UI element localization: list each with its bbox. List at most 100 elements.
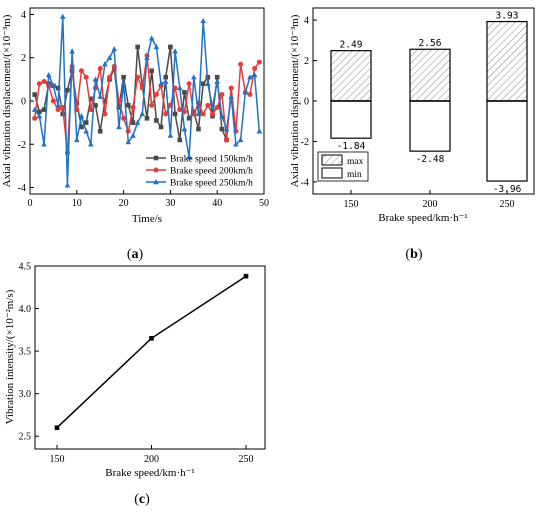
chart-a-series-1-point <box>41 79 47 85</box>
chart-a-series-1-point <box>200 111 206 117</box>
chart-b-data-label-max: 3.93 <box>496 11 519 22</box>
panel-b-letter: b <box>410 247 418 262</box>
chart-a-series-2-point <box>148 35 155 41</box>
chart-a-series-1-point <box>32 115 38 121</box>
chart-b-data-label-max: 2.49 <box>340 40 363 51</box>
chart-a-legend: Brake speed 150km/h Brake speed 200km/h Br… <box>146 155 253 189</box>
chart-c-xtick-label: 250 <box>239 454 254 465</box>
chart-a-xtick-label: 50 <box>259 198 269 209</box>
chart-a-series-0-point <box>214 74 220 80</box>
chart-a-series-2-point <box>251 72 258 78</box>
chart-a-series-2-point <box>209 104 216 110</box>
chart-b-bar-min <box>330 100 372 139</box>
chart-a-series-2-point <box>167 132 174 138</box>
chart-a-series-0-point <box>116 105 122 110</box>
chart-c-series-point <box>54 425 60 431</box>
chart-c-ytick-label: 4.5 <box>19 262 32 273</box>
chart-a-series-1-point <box>214 104 220 110</box>
chart-a-ylabel: Axial vibration displacement/(×10⁻³m) <box>1 14 13 187</box>
chart-a-series-2-point <box>162 78 169 84</box>
chart-a-series-1-point <box>219 92 225 98</box>
chart-a-series-0-point <box>182 90 187 95</box>
chart-c-xtick-label: 150 <box>50 454 65 465</box>
chart-a-series-0-point <box>83 120 89 125</box>
chart-a-series-2-point <box>233 141 239 147</box>
chart-a-series-2-point <box>31 106 38 112</box>
chart-a-series-1-point <box>205 102 211 108</box>
chart-a-series-2-point <box>83 128 89 134</box>
chart-a-series-2-point <box>116 123 122 130</box>
chart-a-series-2-point <box>237 136 244 143</box>
chart-a-xtick-label: 0 <box>28 198 33 209</box>
chart-c-ylabel: Vibration intensity/(×10⁻²m/s) <box>4 289 16 424</box>
chart-a-series-1-point <box>191 111 197 117</box>
chart-a-series-2-point <box>153 43 160 50</box>
chart-c-ytick-label: 3.5 <box>19 347 32 358</box>
chart-a-series-1-point <box>139 85 145 91</box>
panel-b-label: (b) <box>405 247 422 262</box>
chart-a-ytick-label: 4 <box>21 10 26 21</box>
chart-a-series-2-point <box>111 46 118 52</box>
chart-a-series-2-point <box>181 126 188 132</box>
chart-b-legend-swatch-min <box>321 167 343 179</box>
chart-b-legend-label-max: max <box>347 157 364 167</box>
chart-a-series-2-point <box>256 128 263 134</box>
chart-a-series-2-point <box>144 54 150 60</box>
chart-a-series-0-point <box>172 111 178 117</box>
panel-a-letter: a <box>132 247 139 262</box>
chart-a-series-2-point <box>139 110 146 117</box>
chart-b-xtick-label: 250 <box>500 199 515 210</box>
chart-a-legend-marker-1 <box>153 167 159 173</box>
chart-b-data-label-min: -2.48 <box>416 154 445 165</box>
chart-b-ytick-label: -2 <box>301 137 309 148</box>
chart-a-series-2-point <box>64 182 71 188</box>
chart-a-series-0-point <box>65 87 70 93</box>
chart-b-legend-swatch-max <box>321 154 343 166</box>
chart-b-bar-max <box>330 50 372 102</box>
chart-a-series-0-point <box>163 74 169 80</box>
chart-a-series-2-point <box>247 74 253 80</box>
chart-a-series-1-point <box>83 74 89 80</box>
chart-a-legend-marker-2 <box>153 179 159 185</box>
panel-a-label: (a) <box>127 247 144 262</box>
chart-a-series-0-point <box>135 44 140 50</box>
chart-a-series-2-point <box>97 93 103 99</box>
chart-a-series-1-point <box>135 74 141 80</box>
chart-a-series-0-point <box>158 124 164 130</box>
chart-a-series-0-point <box>102 98 108 104</box>
chart-a-series-0-point <box>144 116 150 121</box>
chart-a-series-1-point <box>177 107 183 113</box>
chart-a-series-1-point <box>55 107 61 113</box>
chart-a-series-2-point <box>59 13 66 19</box>
chart-b-ytick-label: 4 <box>304 16 309 27</box>
chart-a-series-1-point <box>97 66 103 72</box>
chart-a-series-2-point <box>74 136 80 143</box>
chart-a-series-0-point <box>186 116 192 121</box>
chart-a-xlabel: Time/s <box>132 213 162 225</box>
chart-a-series-1-point <box>210 111 216 117</box>
chart-b-data-label-max: 2.56 <box>419 38 442 49</box>
chart-a-legend-label-1: Brake speed 200km/h <box>170 167 253 177</box>
chart-a-series-0-point <box>79 124 84 130</box>
chart-a-series-2-point <box>219 113 225 119</box>
chart-a-series-1-point <box>224 137 230 143</box>
chart-a-ytick-label: -2 <box>18 140 26 151</box>
chart-a-series-2-point <box>172 48 178 54</box>
chart-a-series-1-point <box>247 92 253 98</box>
chart-c-xtick-label: 200 <box>144 454 159 465</box>
chart-a-series-2-point <box>158 80 164 86</box>
chart-a-series-1-point <box>163 111 169 117</box>
chart-a-series-0-point <box>177 137 183 143</box>
chart-c-series-point <box>149 336 154 341</box>
chart-a-series-1-point <box>252 66 258 72</box>
chart-a-series-2-point <box>205 80 211 86</box>
chart-c-xlabel: Brake speed/km·h⁻¹ <box>105 467 194 479</box>
chart-a-legend-label-2: Brake speed 250km/h <box>170 179 253 189</box>
chart-a-xtick-label: 30 <box>165 198 175 209</box>
chart-b-ytick-label: -4 <box>301 177 309 188</box>
chart-a-series-2-point <box>223 126 230 132</box>
chart-a-series-1-point <box>238 61 244 67</box>
chart-a-series-0-point <box>121 74 126 80</box>
chart-a-series-2-point <box>92 76 99 82</box>
